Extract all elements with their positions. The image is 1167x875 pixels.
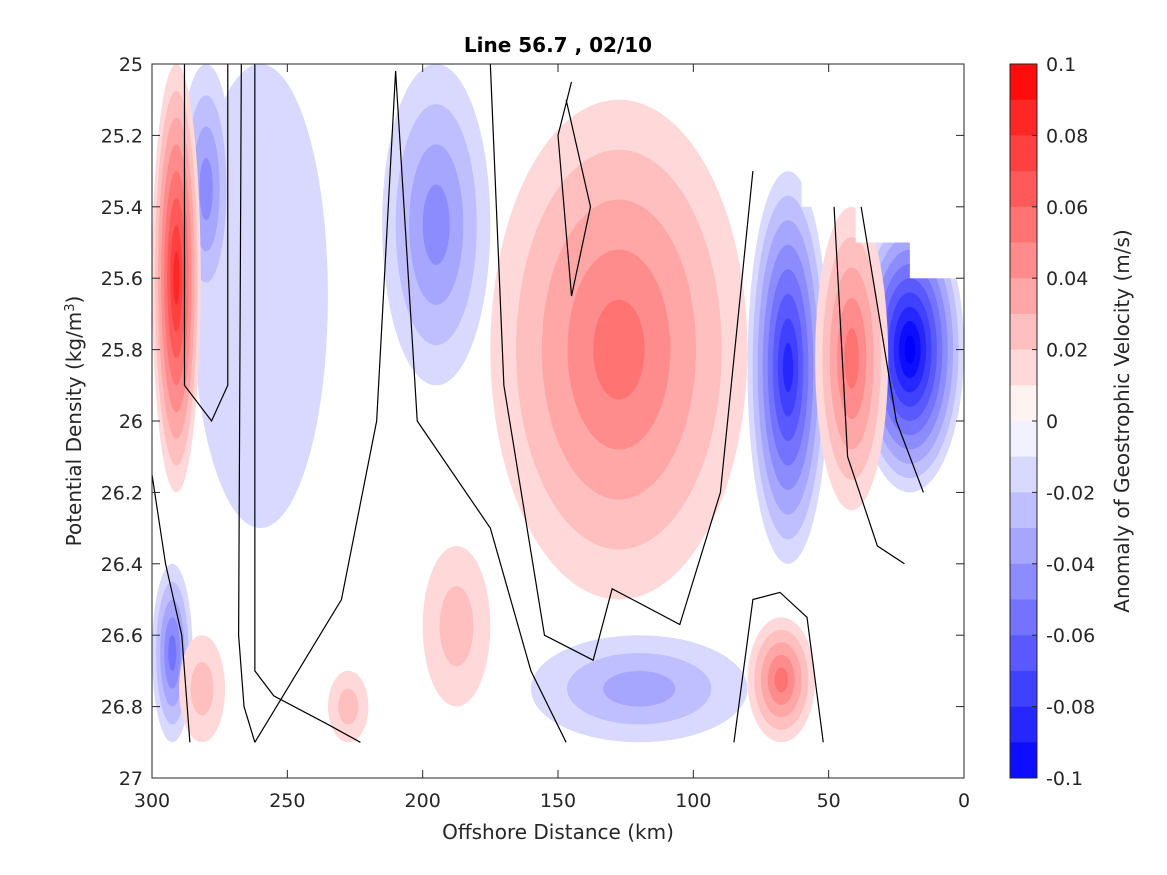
zero-contour-lines xyxy=(152,64,924,743)
anomaly-band-pos-deep-280km-2 xyxy=(190,661,214,716)
zero-contour-2 xyxy=(152,474,191,743)
colorbar-tick-label-0: 0 xyxy=(1046,411,1058,433)
colorbar-tick-label--0.06: -0.06 xyxy=(1046,625,1095,647)
colorbar-ticks: 0.1 0.08 0.06 0.04 0.02 0 -0.02 -0.04 -0.06 -0.08… xyxy=(1032,54,1095,790)
zero-contour-10 xyxy=(833,206,905,565)
x-tick-label-50: 50 xyxy=(817,790,841,812)
colorbar-tick-label--0.04: -0.04 xyxy=(1046,554,1095,576)
colorbar-band-5 xyxy=(1010,206,1037,243)
zero-contour-6 xyxy=(254,71,397,743)
anomaly-band-neg-270-290km-4 xyxy=(199,157,213,221)
y-tick-label-27: 27 xyxy=(119,768,143,790)
y-tick-label-26.2: 26.2 xyxy=(101,482,143,504)
colorbar-tick-label-0.06: 0.06 xyxy=(1046,197,1088,219)
anomaly-band-neg-deep-west-5 xyxy=(168,635,177,671)
colorbar-bands xyxy=(1010,64,1037,779)
velocity-anomaly-fills xyxy=(152,64,964,743)
zero-contour-3 xyxy=(238,64,256,743)
colorbar-tick-label--0.02: -0.02 xyxy=(1046,482,1095,504)
colorbar-band-4 xyxy=(1010,171,1037,208)
anomaly-band-nearshore-neg-core-10 xyxy=(904,335,916,364)
zero-contour-4 xyxy=(254,64,361,743)
y-tick-label-25.8: 25.8 xyxy=(101,340,143,362)
colorbar-band-12 xyxy=(1010,456,1037,493)
colorbar-band-2 xyxy=(1010,99,1037,136)
anomaly-band-neg-jet-65km-8 xyxy=(782,342,794,392)
anomaly-band-pos-jet-45km-5 xyxy=(844,328,859,389)
y-tick-label-26.6: 26.6 xyxy=(101,625,143,647)
plot-area: 300 250 200 150 100 50 0 2525.225.425.625.8262… xyxy=(101,54,970,812)
anomaly-band-pos-core-118km-5 xyxy=(593,299,645,400)
colorbar-band-8 xyxy=(1010,313,1037,351)
colorbar-tick-label-0.04: 0.04 xyxy=(1046,268,1088,290)
x-tick-label-300: 300 xyxy=(134,790,170,812)
colorbar-tick-label-0.1: 0.1 xyxy=(1046,54,1076,76)
y-axis-ticks: 25 25.2 25.4 25.6 25.8 26 26.2 26.4 26.6 26.8 27 xyxy=(101,54,964,790)
anomaly-band-neg-175-215km-4 xyxy=(422,184,450,265)
zero-contour-8 xyxy=(557,81,592,297)
x-tick-label-150: 150 xyxy=(540,790,576,812)
zero-contour-9 xyxy=(733,591,824,743)
colorbar-band-3 xyxy=(1010,135,1037,172)
y-tick-label-26: 26 xyxy=(119,411,143,433)
colorbar-band-7 xyxy=(1010,278,1037,315)
zero-contour-11 xyxy=(860,206,924,493)
y-tick-label-25.6: 25.6 xyxy=(101,268,143,290)
y-tick-label-25.2: 25.2 xyxy=(101,125,143,147)
anomaly-band-pos-deep-190km-2 xyxy=(439,586,474,667)
colorbar-tick-label--0.1: -0.1 xyxy=(1046,768,1083,790)
x-tick-label-200: 200 xyxy=(405,790,441,812)
colorbar-band-18 xyxy=(1010,670,1037,708)
colorbar-band-1 xyxy=(1010,64,1037,101)
colorbar: 0.1 0.08 0.06 0.04 0.02 0 -0.02 -0.04 -0.06 -0.08… xyxy=(1009,54,1095,790)
colorbar-tick-label-0.02: 0.02 xyxy=(1046,340,1088,362)
colorbar-label: Anomaly of Geostrophic Velocity (m/s) xyxy=(1110,229,1134,612)
x-axis-ticks: 300 250 200 150 100 50 0 xyxy=(134,64,970,812)
colorbar-tick-label-0.08: 0.08 xyxy=(1046,125,1088,147)
y-tick-label-25: 25 xyxy=(119,54,143,76)
colorbar-band-15 xyxy=(1010,563,1037,600)
x-axis-label: Offshore Distance (km) xyxy=(442,820,674,844)
x-tick-label-250: 250 xyxy=(269,790,305,812)
y-tick-label-26.4: 26.4 xyxy=(101,554,143,576)
colorbar-band-14 xyxy=(1010,528,1037,565)
zero-contour-7 xyxy=(489,64,754,662)
anomaly-band-pos-west-edge-8 xyxy=(173,251,180,305)
y-axis-label: Potential Density (kg/m3) xyxy=(62,296,86,547)
colorbar-band-16 xyxy=(1010,599,1037,636)
colorbar-band-13 xyxy=(1010,492,1037,529)
colorbar-band-10 xyxy=(1010,385,1037,422)
zero-contour-1 xyxy=(183,64,229,423)
no-data-mask-upper xyxy=(517,64,964,279)
colorbar-band-20 xyxy=(1010,742,1037,779)
zero-contour-5 xyxy=(395,71,567,743)
x-tick-label-100: 100 xyxy=(675,790,711,812)
anomaly-band-pos-deep-68km-5 xyxy=(774,667,789,693)
y-tick-label-25.4: 25.4 xyxy=(101,197,143,219)
colorbar-band-19 xyxy=(1010,706,1037,743)
y-tick-label-26.8: 26.8 xyxy=(101,697,143,719)
colorbar-band-6 xyxy=(1010,242,1037,279)
colorbar-band-11 xyxy=(1010,421,1037,458)
colorbar-band-17 xyxy=(1010,635,1037,672)
x-tick-label-0: 0 xyxy=(958,790,970,812)
colorbar-band-9 xyxy=(1010,349,1037,386)
colorbar-tick-label--0.08: -0.08 xyxy=(1046,697,1095,719)
chart-title: Line 56.7 , 02/10 xyxy=(464,33,652,57)
anomaly-band-neg-deep-120km-3 xyxy=(603,670,676,707)
anomaly-band-pos-deep-225km-2 xyxy=(338,688,359,725)
